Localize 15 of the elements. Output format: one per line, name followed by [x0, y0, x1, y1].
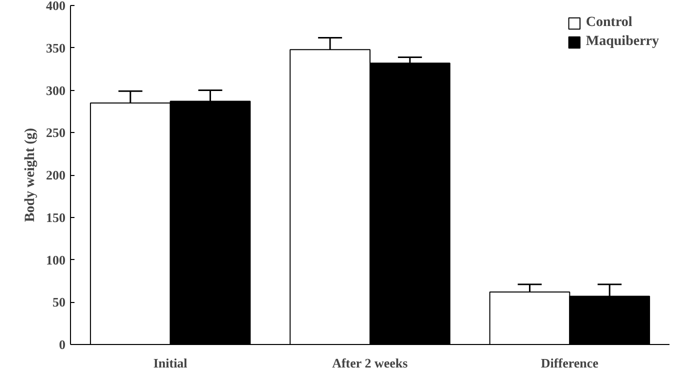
y-axis-title: Body weight (g): [23, 128, 38, 222]
legend-label: Maquiberry: [586, 34, 659, 50]
legend-label: Control: [586, 15, 632, 31]
y-tick-label: 50: [52, 294, 66, 310]
y-tick-label: 350: [46, 40, 66, 56]
x-tick-label: Initial: [153, 356, 188, 370]
x-tick-label: Difference: [540, 356, 599, 370]
y-tick-label: 200: [46, 168, 66, 182]
y-tick-label: 300: [46, 82, 66, 98]
x-tick-label: After 2 weeks: [332, 356, 408, 370]
y-tick-label: 0: [59, 337, 66, 352]
y-tick-label: 250: [46, 125, 66, 140]
y-tick-label: 150: [46, 210, 66, 225]
y-tick-label: 400: [46, 0, 66, 13]
y-tick-label: 100: [46, 252, 66, 268]
